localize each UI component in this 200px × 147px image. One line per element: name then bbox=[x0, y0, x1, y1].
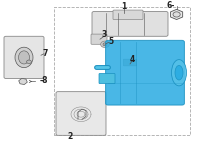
Ellipse shape bbox=[175, 65, 183, 80]
Circle shape bbox=[101, 41, 109, 47]
FancyBboxPatch shape bbox=[4, 36, 44, 78]
FancyBboxPatch shape bbox=[91, 34, 107, 44]
Circle shape bbox=[173, 12, 180, 17]
Ellipse shape bbox=[15, 47, 33, 68]
FancyArrowPatch shape bbox=[29, 80, 31, 83]
Text: 6-: 6- bbox=[167, 1, 175, 10]
Circle shape bbox=[103, 43, 107, 46]
Text: 2: 2 bbox=[67, 132, 73, 141]
Ellipse shape bbox=[18, 51, 30, 64]
Ellipse shape bbox=[172, 60, 186, 86]
FancyBboxPatch shape bbox=[106, 40, 184, 105]
Text: 1: 1 bbox=[121, 2, 127, 11]
FancyBboxPatch shape bbox=[123, 59, 137, 66]
FancyBboxPatch shape bbox=[113, 10, 143, 20]
FancyBboxPatch shape bbox=[56, 92, 106, 135]
FancyBboxPatch shape bbox=[99, 74, 115, 84]
Circle shape bbox=[27, 60, 31, 64]
Text: 7: 7 bbox=[43, 49, 48, 57]
Text: 5: 5 bbox=[108, 37, 114, 46]
Text: 4: 4 bbox=[129, 55, 135, 64]
FancyBboxPatch shape bbox=[92, 11, 168, 36]
Text: 3: 3 bbox=[101, 30, 107, 39]
Text: -8: -8 bbox=[40, 76, 48, 85]
